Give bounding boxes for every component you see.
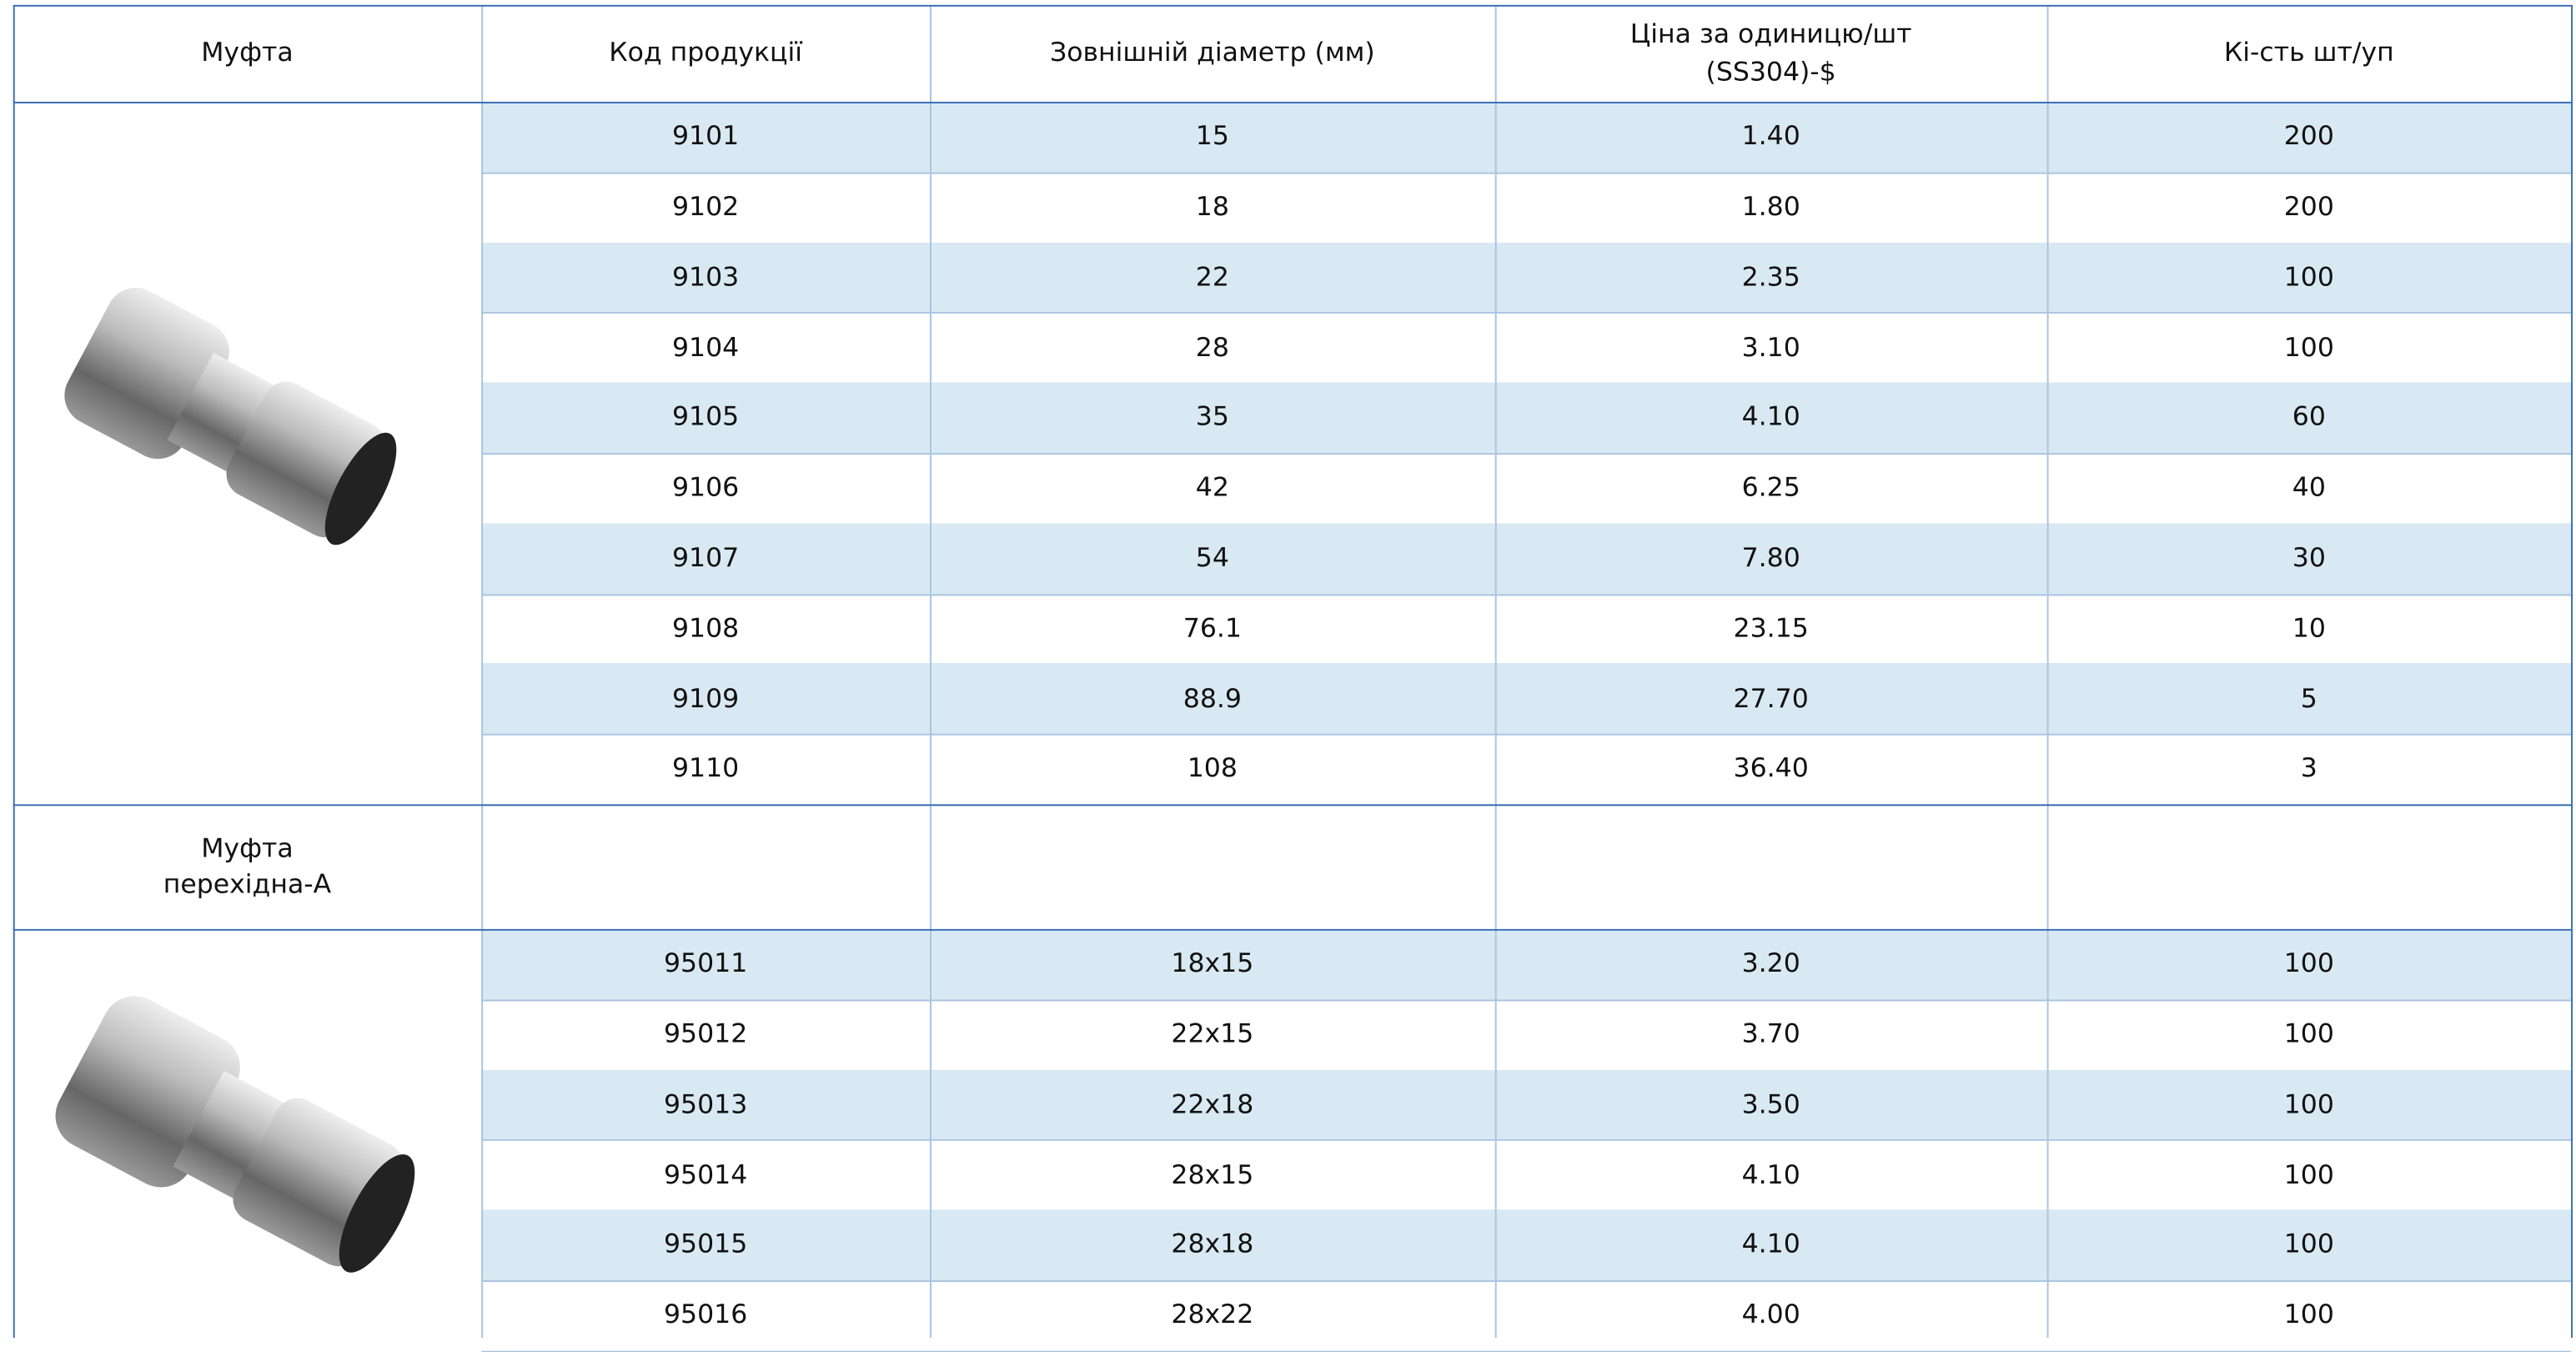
section-line: [13, 929, 2571, 931]
table-cell: 22x15: [930, 999, 1495, 1069]
table-cell: 35: [930, 383, 1495, 453]
table-cell: 36.40: [1495, 734, 2047, 804]
table-cell: 15: [930, 102, 1495, 172]
column-line: [13, 5, 15, 1338]
table-cell: 30: [2047, 523, 2571, 593]
table-cell: 9102: [481, 172, 930, 242]
table-cell: 76.1: [930, 594, 1495, 664]
table-cell: 95014: [481, 1140, 930, 1210]
table-cell: 9106: [481, 453, 930, 523]
table-cell: 4.10: [1495, 1140, 2047, 1210]
header-cell: Код продукції: [481, 5, 930, 102]
section-line: [13, 102, 2571, 103]
table-cell: 9105: [481, 383, 930, 453]
column-line: [1495, 5, 1497, 1338]
table-cell: 9103: [481, 242, 930, 312]
table-cell: 28x18: [930, 1210, 1495, 1280]
table-cell: 100: [2047, 929, 2571, 999]
table-cell: 7.80: [1495, 523, 2047, 593]
table-cell: 5: [2047, 664, 2571, 734]
table-cell: 200: [2047, 102, 2571, 172]
table-cell: 95011: [481, 929, 930, 999]
table-cell: 42: [930, 453, 1495, 523]
section-line: [13, 5, 2571, 7]
table-cell: 95013: [481, 1069, 930, 1139]
header-cell: Ціна за одиницю/шт (SS304)-$: [1495, 5, 2047, 102]
table-cell: 95016: [481, 1280, 930, 1350]
table-cell: 4.00: [1495, 1280, 2047, 1350]
table-cell: 9108: [481, 594, 930, 664]
table-cell: 100: [2047, 1210, 2571, 1280]
table-cell: 18x15: [930, 929, 1495, 999]
product-image: [33, 968, 444, 1329]
table-cell: 100: [2047, 242, 2571, 312]
page: МуфтаКод продукціїЗовнішній діаметр (мм)…: [0, 0, 2576, 1338]
price-table: МуфтаКод продукціїЗовнішній діаметр (мм)…: [0, 0, 2576, 1338]
header-cell: Муфта: [13, 5, 481, 102]
table-cell: 23.15: [1495, 594, 2047, 664]
table-cell: 28: [930, 313, 1495, 383]
table-cell: 10: [2047, 594, 2571, 664]
table-cell: 100: [2047, 1280, 2571, 1350]
section-line: [13, 804, 2571, 806]
section-label: Муфта перехідна-А: [13, 804, 481, 929]
table-cell: 18: [930, 172, 1495, 242]
column-line: [2571, 5, 2573, 1338]
table-cell: 100: [2047, 999, 2571, 1069]
column-line: [481, 5, 483, 1338]
table-cell: 3.70: [1495, 999, 2047, 1069]
table-cell: 9107: [481, 523, 930, 593]
table-cell: 1.80: [1495, 172, 2047, 242]
table-cell: 40: [2047, 453, 2571, 523]
table-cell: 4.10: [1495, 1210, 2047, 1280]
table-cell: 1.40: [1495, 102, 2047, 172]
table-cell: 9101: [481, 102, 930, 172]
table-cell: 4.10: [1495, 383, 2047, 453]
table-cell: 28x22: [930, 1280, 1495, 1350]
table-cell: 9110: [481, 734, 930, 804]
column-line: [930, 5, 931, 1338]
table-cell: 108: [930, 734, 1495, 804]
table-cell: 22: [930, 242, 1495, 312]
table-cell: 2.35: [1495, 242, 2047, 312]
table-cell: 95015: [481, 1210, 930, 1280]
table-cell: 88.9: [930, 664, 1495, 734]
table-cell: 95012: [481, 999, 930, 1069]
table-cell: 28x15: [930, 1140, 1495, 1210]
header-cell: Зовнішній діаметр (мм): [930, 5, 1495, 102]
table-cell: 100: [2047, 313, 2571, 383]
table-cell: 100: [2047, 1069, 2571, 1139]
table-cell: 9104: [481, 313, 930, 383]
table-cell: 6.25: [1495, 453, 2047, 523]
table-cell: 200: [2047, 172, 2571, 242]
table-cell: 100: [2047, 1140, 2571, 1210]
table-cell: 3.10: [1495, 313, 2047, 383]
table-cell: 54: [930, 523, 1495, 593]
table-cell: 27.70: [1495, 664, 2047, 734]
header-cell: Кі-сть шт/уп: [2047, 5, 2571, 102]
product-image: [33, 246, 427, 607]
table-cell: 3: [2047, 734, 2571, 804]
table-cell: 3.50: [1495, 1069, 2047, 1139]
table-cell: 22x18: [930, 1069, 1495, 1139]
table-cell: 60: [2047, 383, 2571, 453]
table-cell: 9109: [481, 664, 930, 734]
column-line: [2047, 5, 2049, 1338]
table-cell: 3.20: [1495, 929, 2047, 999]
